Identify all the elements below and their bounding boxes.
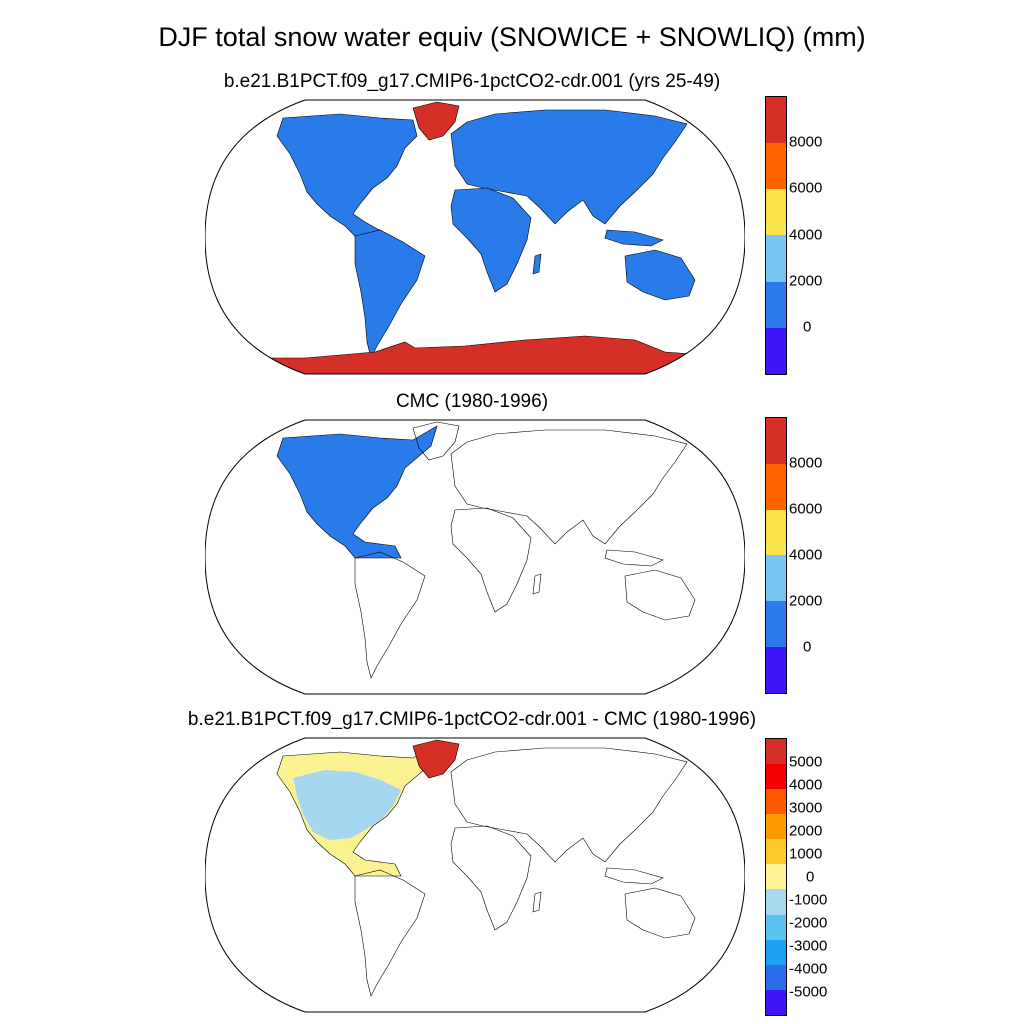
- map-panel-1: [205, 99, 745, 375]
- south-america-outline: [354, 551, 426, 679]
- panel-2-title: CMC (1980-1996): [395, 391, 549, 412]
- panel-1-title: b.e21.B1PCT.f09_g17.CMIP6-1pctCO2-cdr.00…: [223, 71, 721, 92]
- colorbar-label: 4000: [789, 226, 823, 244]
- australia-landmass: [624, 249, 696, 301]
- colorbar-label: 5000: [789, 753, 823, 771]
- greenland-outline: [412, 421, 460, 461]
- colorbar-label: 8000: [789, 454, 823, 472]
- eurasia-landmass: [450, 109, 688, 225]
- colorbar-label: 8000: [789, 133, 823, 151]
- colorbar-label: 6000: [789, 179, 823, 197]
- colorbar-panel-2: [765, 417, 787, 694]
- south-america-outline: [354, 869, 426, 997]
- north-america-negative-diff: [293, 770, 401, 840]
- antarctica-landmass: [205, 335, 745, 374]
- maritime-asia-outline: [604, 867, 664, 885]
- greenland-landmass: [412, 101, 460, 141]
- australia-outline: [624, 569, 696, 621]
- north-america-landmass: [276, 113, 418, 245]
- colorbar-label: -2000: [789, 914, 828, 932]
- colorbar-label: 2000: [789, 592, 823, 610]
- maritime-asia-outline: [604, 549, 664, 567]
- colorbar-label: -4000: [789, 960, 828, 978]
- figure-title: DJF total snow water equiv (SNOWICE + SN…: [158, 22, 866, 52]
- africa-outline: [450, 825, 532, 931]
- map-panel-3: [205, 737, 745, 1013]
- colorbar-label: 3000: [789, 799, 823, 817]
- north-america-landmass: [276, 425, 438, 559]
- colorbar-label: 1000: [789, 845, 823, 863]
- map-panel-1-boundary: [205, 99, 745, 375]
- australia-outline: [624, 887, 696, 939]
- map-panel-2-boundary: [205, 419, 745, 695]
- africa-landmass: [450, 187, 532, 293]
- map-panel-3-boundary: [205, 737, 745, 1013]
- colorbar-label: -5000: [789, 983, 828, 1001]
- africa-outline: [450, 507, 532, 613]
- colorbar-label: 6000: [789, 500, 823, 518]
- colorbar-label: -1000: [789, 891, 828, 909]
- colorbar-label: 0: [803, 318, 812, 336]
- madagascar-outline: [532, 573, 542, 595]
- panel-3-title: b.e21.B1PCT.f09_g17.CMIP6-1pctCO2-cdr.00…: [187, 709, 757, 730]
- colorbar-panel-1: [765, 96, 787, 375]
- map-panel-2: [205, 419, 745, 695]
- colorbar-label: 4000: [789, 546, 823, 564]
- maritime-asia-landmass: [604, 229, 664, 247]
- colorbar-label: 2000: [789, 822, 823, 840]
- madagascar-outline: [532, 891, 542, 913]
- colorbar-label: -3000: [789, 937, 828, 955]
- greenland-positive-diff: [412, 739, 460, 779]
- eurasia-outline: [450, 747, 688, 863]
- colorbar-label: 0: [806, 868, 815, 886]
- colorbar-label: 0: [803, 638, 812, 656]
- colorbar-label: 4000: [789, 776, 823, 794]
- colorbar-label: 2000: [789, 272, 823, 290]
- colorbar-panel-3: [765, 738, 787, 1016]
- eurasia-outline: [450, 429, 688, 545]
- madagascar-landmass: [532, 253, 542, 275]
- south-america-landmass: [354, 229, 426, 359]
